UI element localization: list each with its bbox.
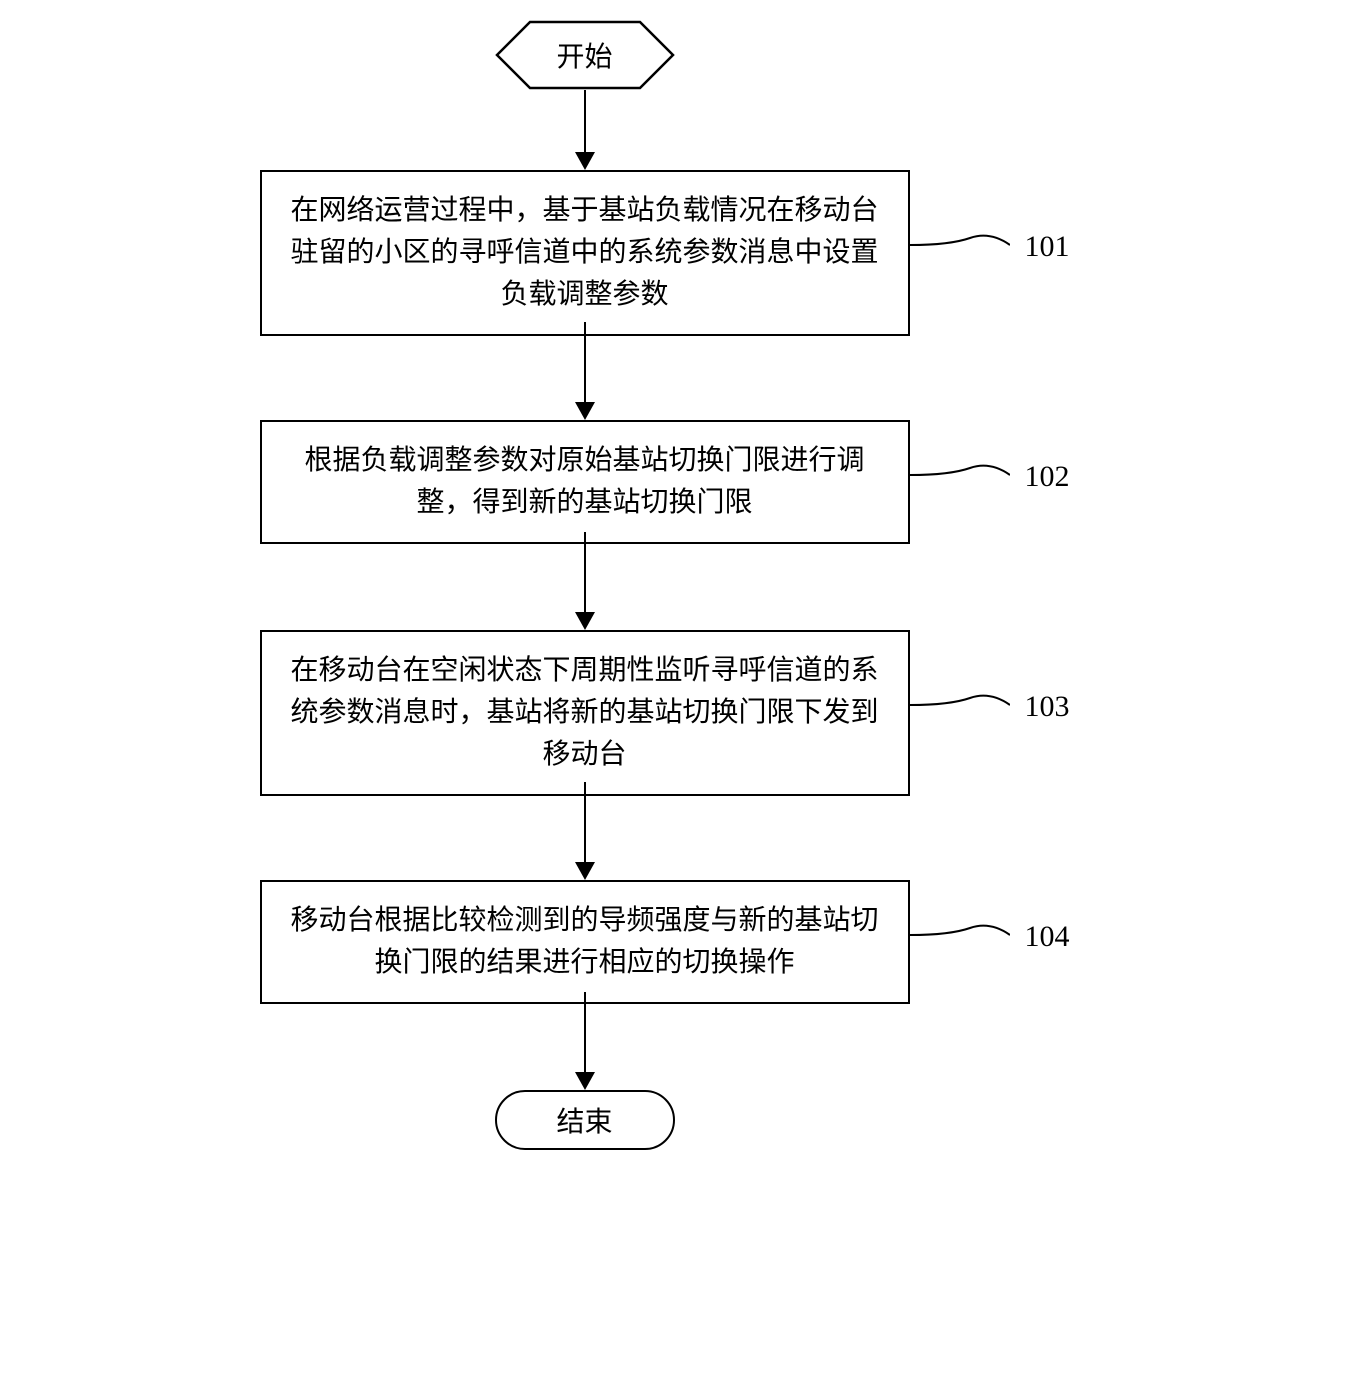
- start-node: 开始: [495, 20, 675, 90]
- step4-label: 104: [1025, 920, 1070, 954]
- step3-node: 在移动台在空闲状态下周期性监听寻呼信道的系统参数消息时，基站将新的基站切换门限下…: [260, 630, 910, 796]
- step2-node: 根据负载调整参数对原始基站切换门限进行调整，得到新的基站切换门限: [260, 420, 910, 544]
- arrow-4: [584, 782, 586, 878]
- label-connector-4: [910, 935, 1010, 937]
- step2-text: 根据负载调整参数对原始基站切换门限进行调整，得到新的基站切换门限: [282, 440, 888, 524]
- step4-text: 移动台根据比较检测到的导频强度与新的基站切换门限的结果进行相应的切换操作: [282, 900, 888, 984]
- arrow-2: [584, 322, 586, 418]
- step3-label: 103: [1025, 690, 1070, 724]
- arrow-3: [584, 532, 586, 628]
- step1-text: 在网络运营过程中，基于基站负载情况在移动台驻留的小区的寻呼信道中的系统参数消息中…: [282, 190, 888, 316]
- label-connector-2: [910, 475, 1010, 477]
- step1-label: 101: [1025, 230, 1070, 264]
- arrow-5: [584, 992, 586, 1088]
- label-connector-3: [910, 705, 1010, 707]
- end-text: 结束: [556, 1100, 612, 1140]
- step1-node: 在网络运营过程中，基于基站负载情况在移动台驻留的小区的寻呼信道中的系统参数消息中…: [260, 170, 910, 336]
- label-connector-1: [910, 245, 1010, 247]
- step2-label: 102: [1025, 460, 1070, 494]
- end-node: 结束: [495, 1090, 675, 1150]
- step4-node: 移动台根据比较检测到的导频强度与新的基站切换门限的结果进行相应的切换操作: [260, 880, 910, 1004]
- step3-text: 在移动台在空闲状态下周期性监听寻呼信道的系统参数消息时，基站将新的基站切换门限下…: [282, 650, 888, 776]
- start-text: 开始: [556, 35, 612, 75]
- arrow-1: [584, 90, 586, 168]
